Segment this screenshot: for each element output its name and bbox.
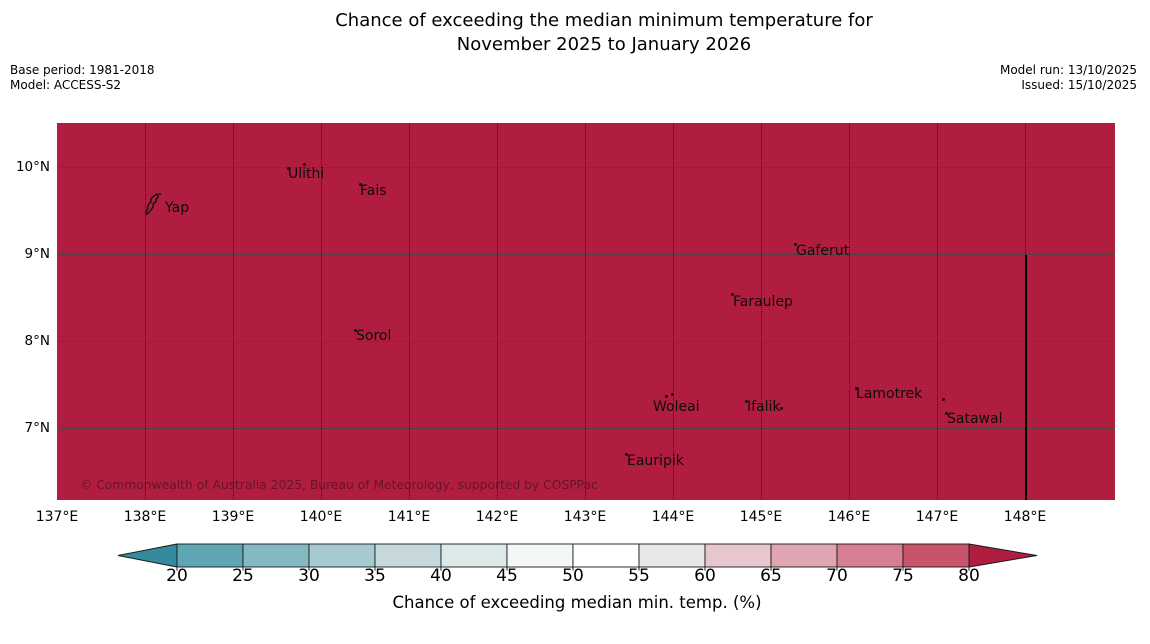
lat-tick-7n: 7°N — [24, 420, 50, 436]
colorbar-tick-label-40: 40 — [430, 566, 452, 586]
colorbar-tick-label-75: 75 — [892, 566, 914, 586]
grid-line-vertical — [409, 123, 410, 500]
lon-tick-137e: 137°E — [35, 509, 79, 525]
title-line-1: Chance of exceeding the median minimum t… — [335, 10, 873, 31]
island-dot — [945, 412, 948, 415]
grid-line-vertical — [321, 123, 322, 500]
colorbar-tick-label-35: 35 — [364, 566, 386, 586]
island-label-satawal: Satawal — [947, 411, 1003, 427]
grid-line-horizontal — [57, 254, 1115, 255]
island-dot — [287, 167, 290, 170]
island-dot — [731, 293, 734, 296]
colorbar-tick-label-45: 45 — [496, 566, 518, 586]
lon-tick-148e: 148°E — [1003, 509, 1047, 525]
grid-line-vertical — [585, 123, 586, 500]
colorbar-segment — [242, 543, 310, 568]
island-label-ifalik: Ifalik — [747, 399, 781, 415]
issued-text: Issued: 15/10/2025 — [1021, 77, 1137, 92]
model-text: Model: ACCESS-S2 — [10, 77, 122, 92]
lon-tick-138e: 138°E — [123, 509, 167, 525]
island-label-eauripik: Eauripik — [627, 453, 684, 469]
model-info-block: Base period: 1981-2018 Model: ACCESS-S2 — [10, 63, 155, 92]
island-dot — [794, 243, 797, 246]
lon-tick-140e: 140°E — [299, 509, 343, 525]
lon-tick-145e: 145°E — [739, 509, 783, 525]
lon-tick-147e: 147°E — [915, 509, 959, 525]
colorbar-segment — [506, 543, 574, 568]
grid-line-vertical — [849, 123, 850, 500]
base-period-text: Base period: 1981-2018 — [10, 63, 155, 77]
grid-line-vertical — [233, 123, 234, 500]
lat-tick-10n: 10°N — [15, 159, 50, 175]
colorbar-tick-label-65: 65 — [760, 566, 782, 586]
model-run-text: Model run: 13/10/2025 — [999, 63, 1137, 77]
colorbar-segment — [176, 543, 244, 568]
grid-line-vertical — [145, 123, 146, 500]
island-label-lamotrek: Lamotrek — [856, 386, 923, 402]
grid-line-vertical — [673, 123, 674, 500]
colorbar-label: Chance of exceeding median min. temp. (%… — [392, 593, 762, 612]
grid-line-horizontal — [57, 167, 1115, 168]
colorbar-segment — [440, 543, 508, 568]
island-dot — [359, 183, 362, 186]
lon-tick-146e: 146°E — [827, 509, 871, 525]
island-dot — [665, 395, 668, 398]
colorbar-segment — [572, 543, 640, 568]
colorbar-segment — [374, 543, 442, 568]
region-border-line — [1025, 255, 1027, 500]
yap-island-icon — [144, 191, 166, 223]
island-dot — [942, 398, 945, 401]
island-label-woleai: Woleai — [653, 399, 700, 415]
page-title: Chance of exceeding the median minimum t… — [335, 9, 873, 57]
colorbar-segment — [770, 543, 838, 568]
lon-tick-141e: 141°E — [387, 509, 431, 525]
colorbar-segment — [836, 543, 904, 568]
island-dot — [855, 387, 858, 390]
colorbar-tick-label-50: 50 — [562, 566, 584, 586]
island-dot — [745, 400, 748, 403]
colorbar-svg — [117, 543, 1038, 571]
colorbar — [100, 538, 1050, 574]
colorbar-segment — [638, 543, 706, 568]
colorbar-tick-label-80: 80 — [958, 566, 980, 586]
lon-tick-139e: 139°E — [211, 509, 255, 525]
lat-tick-8n: 8°N — [24, 333, 50, 349]
island-dot — [671, 393, 674, 396]
grid-line-horizontal — [57, 341, 1115, 342]
title-line-2: November 2025 to January 2026 — [456, 34, 752, 55]
colorbar-tick-label-20: 20 — [166, 566, 188, 586]
island-dot — [625, 453, 628, 456]
lon-tick-142e: 142°E — [475, 509, 519, 525]
colorbar-tick-label-70: 70 — [826, 566, 848, 586]
colorbar-arrow-right — [968, 543, 1038, 568]
island-label-ulithi: Ulithi — [288, 166, 325, 182]
grid-line-vertical — [937, 123, 938, 500]
island-label-faraulep: Faraulep — [733, 294, 793, 310]
colorbar-arrow-left — [117, 543, 178, 568]
island-label-sorol: Sorol — [356, 328, 392, 344]
grid-line-horizontal — [57, 428, 1115, 429]
grid-line-vertical — [761, 123, 762, 500]
island-label-yap: Yap — [165, 200, 190, 216]
colorbar-tick-label-30: 30 — [298, 566, 320, 586]
grid-line-vertical — [497, 123, 498, 500]
run-info-block: Model run: 13/10/2025 Issued: 15/10/2025 — [1000, 63, 1137, 92]
colorbar-segment — [308, 543, 376, 568]
colorbar-tick-label-60: 60 — [694, 566, 716, 586]
island-dot — [354, 329, 357, 332]
island-label-gaferut: Gaferut — [796, 243, 850, 259]
lon-tick-144e: 144°E — [651, 509, 695, 525]
island-dot — [303, 163, 306, 166]
colorbar-tick-label-55: 55 — [628, 566, 650, 586]
lon-tick-143e: 143°E — [563, 509, 607, 525]
copyright-text: © Commonwealth of Australia 2025, Bureau… — [80, 478, 598, 492]
island-label-fais: Fais — [360, 183, 387, 199]
map-canvas: © Commonwealth of Australia 2025, Bureau… — [57, 123, 1115, 500]
colorbar-tick-label-25: 25 — [232, 566, 254, 586]
colorbar-segment — [902, 543, 970, 568]
colorbar-segment — [704, 543, 772, 568]
lat-tick-9n: 9°N — [24, 246, 50, 262]
island-dot — [780, 407, 783, 410]
